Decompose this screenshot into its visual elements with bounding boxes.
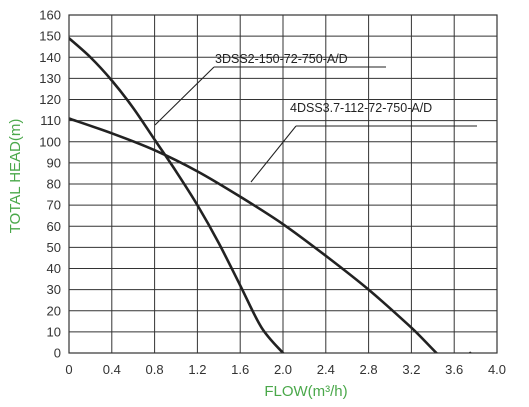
x-tick-label: 0	[65, 362, 72, 377]
y-tick-label: 110	[40, 113, 61, 128]
x-tick-label: 2.4	[317, 362, 335, 377]
y-tick-labels: 0 10 20 30 40 50 60 70 80 90 100 110 120 130 140 150 160	[39, 8, 61, 361]
curves	[69, 36, 472, 353]
series-line-2	[69, 117, 472, 353]
y-tick-label: 100	[39, 134, 61, 149]
x-tick-label: 2.8	[360, 362, 378, 377]
y-tick-label: 160	[39, 8, 61, 23]
y-tick-label: 70	[47, 198, 61, 213]
series-label-1: 3DSS2-150-72-750-A/D	[215, 52, 348, 66]
x-tick-labels: 0 0.4 0.8 1.2 1.6 2.0 2.4 2.8 3.2 3.6 4.0	[65, 362, 506, 377]
y-tick-label: 40	[47, 261, 61, 276]
y-tick-label: 0	[54, 346, 61, 361]
y-tick-label: 10	[47, 324, 61, 339]
x-axis-title: FLOW(m³/h)	[264, 383, 347, 400]
y-tick-label: 80	[47, 177, 61, 192]
y-tick-label: 50	[47, 240, 61, 255]
x-tick-label: 4.0	[488, 362, 506, 377]
y-tick-label: 90	[47, 155, 61, 170]
y-tick-label: 60	[47, 219, 61, 234]
x-tick-label: 1.2	[188, 362, 206, 377]
y-tick-label: 130	[39, 71, 61, 86]
x-tick-label: 0.4	[103, 362, 121, 377]
y-tick-label: 30	[47, 282, 61, 297]
y-tick-label: 140	[39, 50, 61, 65]
y-axis-title: TOTAL HEAD(m)	[7, 119, 24, 234]
x-tick-label: 3.6	[445, 362, 463, 377]
x-tick-label: 1.6	[231, 362, 249, 377]
series-leader-line	[250, 125, 297, 183]
x-tick-label: 3.2	[402, 362, 420, 377]
y-tick-label: 20	[47, 303, 61, 318]
series-label-2: 4DSS3.7-112-72-750-A/D	[290, 101, 432, 115]
annotations: 3DSS2-150-72-750-A/D 4DSS3.7-112-72-750-A…	[154, 52, 477, 183]
plot-frame	[68, 14, 498, 354]
x-tick-label: 2.0	[274, 362, 292, 377]
series-line-1	[69, 36, 285, 353]
y-tick-label: 120	[39, 92, 61, 107]
y-tick-label: 150	[39, 29, 61, 44]
series-leader-line	[154, 66, 215, 126]
x-tick-label: 0.8	[146, 362, 164, 377]
